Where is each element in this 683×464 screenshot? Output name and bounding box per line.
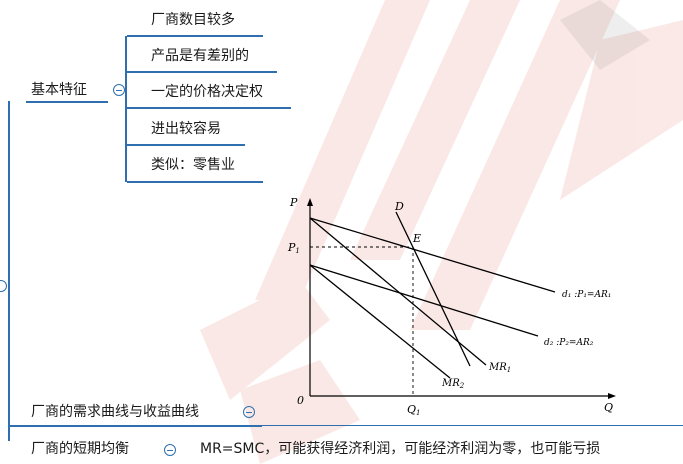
branch-basic-underline bbox=[26, 101, 108, 103]
branch-demand-underline bbox=[8, 425, 262, 427]
label-q-axis: Q bbox=[604, 401, 613, 414]
collapse-icon-short-run[interactable] bbox=[164, 444, 176, 456]
child-differentiated[interactable]: 产品是有差别的 bbox=[151, 48, 249, 64]
child-price-power[interactable]: 一定的价格决定权 bbox=[151, 84, 263, 100]
child-price-power-underline bbox=[127, 107, 291, 109]
curve-mr1 bbox=[309, 217, 487, 366]
label-D: D bbox=[394, 200, 404, 213]
label-E: E bbox=[412, 232, 421, 245]
branch-basic-child-connector bbox=[125, 36, 127, 182]
y-axis-arrow bbox=[307, 198, 313, 206]
child-easy-entry[interactable]: 进出较容易 bbox=[151, 121, 221, 137]
child-easy-entry-underline bbox=[127, 144, 245, 146]
root-connector bbox=[8, 101, 10, 441]
label-p1: P1 bbox=[287, 241, 300, 255]
collapse-icon-basic[interactable] bbox=[113, 84, 125, 96]
label-d2: d₂ :P₂=AR₂ bbox=[544, 338, 594, 348]
curve-d1 bbox=[309, 217, 556, 293]
curve-D bbox=[395, 211, 471, 367]
short-run-note: MR=SMC，可能获得经济利润，可能经济利润为零，也可能亏损 bbox=[200, 441, 601, 457]
label-mr1: MR1 bbox=[488, 362, 511, 374]
x-axis-arrow bbox=[608, 393, 616, 399]
curve-d2 bbox=[309, 264, 539, 337]
demand-revenue-diagram: P P1 0 Q1 Q D E d₁ :P₁=AR₁ d₂ :P₂=AR₂ MR… bbox=[287, 196, 616, 417]
branch-demand-revenue-label[interactable]: 厂商的需求曲线与收益曲线 bbox=[31, 404, 199, 420]
label-mr2: MR2 bbox=[441, 378, 465, 390]
full-width-divider bbox=[262, 425, 683, 426]
child-differentiated-underline bbox=[127, 71, 277, 73]
branch-basic-features-label[interactable]: 基本特征 bbox=[31, 82, 87, 98]
collapse-icon-demand[interactable] bbox=[243, 406, 255, 418]
label-q1: Q1 bbox=[407, 403, 421, 417]
child-retail[interactable]: 类似：零售业 bbox=[151, 157, 235, 173]
branch-short-run-label[interactable]: 厂商的短期均衡 bbox=[31, 441, 129, 457]
label-p-axis: P bbox=[289, 196, 298, 209]
child-retail-underline bbox=[127, 181, 263, 183]
child-firm-count-underline bbox=[127, 35, 263, 37]
curve-mr2 bbox=[309, 264, 451, 379]
label-origin: 0 bbox=[297, 394, 304, 407]
label-d1: d₁ :P₁=AR₁ bbox=[562, 290, 611, 300]
child-firm-count[interactable]: 厂商数目较多 bbox=[151, 12, 235, 28]
